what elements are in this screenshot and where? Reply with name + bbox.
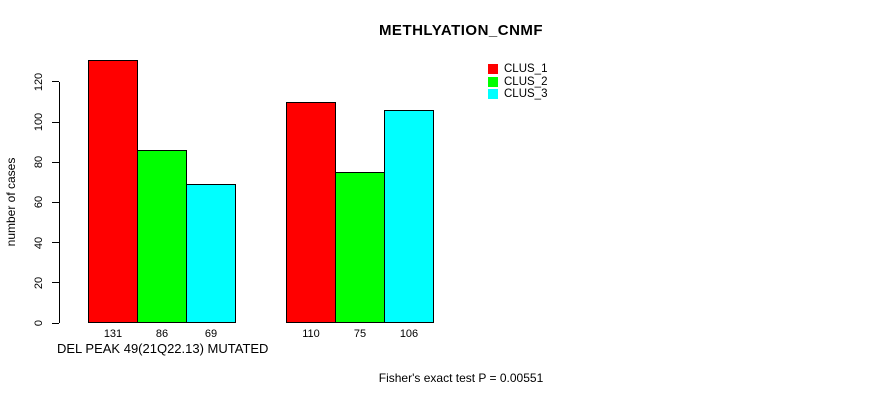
- legend-label: CLUS_3: [504, 88, 548, 100]
- legend-item-clus_3: CLUS_3: [488, 88, 547, 101]
- legend-item-clus_2: CLUS_2: [488, 76, 547, 89]
- bar-clus_3-group2: [384, 110, 434, 323]
- y-tick-mark: [52, 81, 59, 83]
- bar-value-label: 110: [302, 328, 320, 340]
- y-tick-mark: [52, 121, 59, 123]
- legend-item-clus_1: CLUS_1: [488, 63, 547, 76]
- y-tick-label: 0: [33, 319, 45, 327]
- y-tick-mark: [52, 242, 59, 244]
- chart-title: METHLYATION_CNMF: [378, 22, 544, 39]
- x-axis-title: DEL PEAK 49(21Q22.13) MUTATED: [57, 341, 269, 356]
- y-tick-label: 20: [33, 276, 45, 289]
- y-tick-label: 100: [33, 112, 45, 132]
- legend-swatch-clus_1: [488, 64, 498, 75]
- y-tick-mark: [52, 201, 59, 203]
- bar-clus_2-group1: [137, 150, 187, 323]
- y-axis-title: number of cases: [4, 157, 18, 247]
- bar-value-label: 86: [155, 328, 169, 340]
- legend-label: CLUS_1: [504, 63, 548, 75]
- y-tick-label: 120: [33, 72, 45, 91]
- bar-clus_2-group2: [335, 172, 385, 323]
- legend-label: CLUS_2: [504, 75, 548, 88]
- bar-clus_1-group2: [286, 102, 336, 323]
- bar-value-label: 131: [103, 328, 123, 340]
- bar-clus_1-group1: [88, 60, 138, 323]
- y-tick-mark: [52, 282, 59, 284]
- y-tick-mark: [52, 161, 59, 163]
- y-tick-label: 80: [33, 156, 45, 169]
- y-tick-mark: [52, 322, 59, 324]
- legend-swatch-clus_2: [488, 76, 498, 87]
- bar-value-label: 106: [399, 328, 419, 340]
- legend-swatch-clus_3: [488, 89, 498, 100]
- bar-clus_3-group1: [186, 184, 236, 323]
- legend: CLUS_1 CLUS_2 CLUS_3: [488, 63, 547, 101]
- bar-value-label: 69: [204, 328, 218, 340]
- y-tick-label: 40: [33, 236, 45, 249]
- footnote-fisher-test: Fisher's exact test P = 0.00551: [378, 371, 544, 385]
- y-axis-line: [59, 81, 60, 323]
- bar-value-label: 75: [353, 328, 367, 340]
- y-tick-label: 60: [33, 196, 45, 209]
